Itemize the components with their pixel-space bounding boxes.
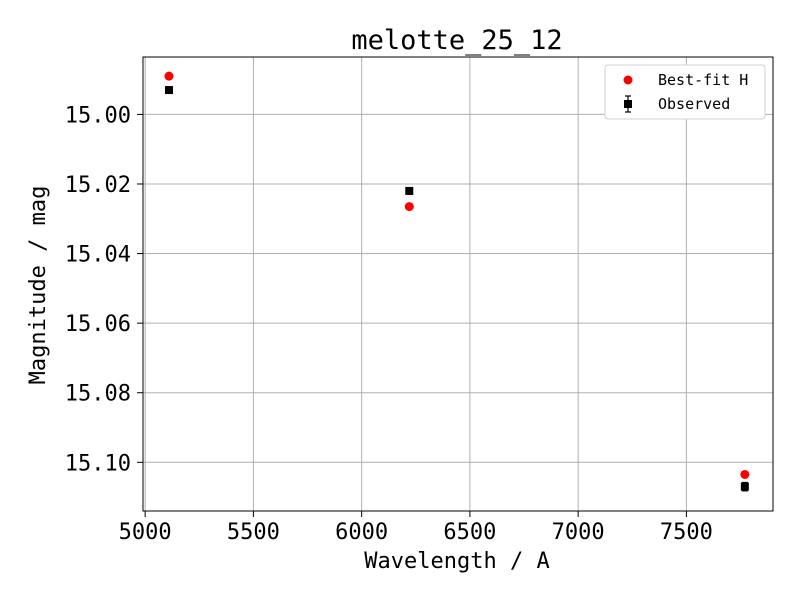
x-tick-label: 7000 xyxy=(552,520,605,545)
y-tick-label: 15.00 xyxy=(65,103,131,128)
legend: Best-fit H Observed xyxy=(604,64,766,120)
x-tick-label: 5500 xyxy=(227,520,280,545)
data-point-observed xyxy=(740,482,749,491)
y-axis-label: Magnitude / mag xyxy=(26,186,51,385)
x-tick-label: 6000 xyxy=(335,520,388,545)
axis-ticks: 5000 5500 6000 6500 7000 7500 15.00 15.02 15.04 1… xyxy=(65,103,713,545)
x-tick-label: 7500 xyxy=(660,520,713,545)
plot-frame xyxy=(142,56,774,512)
data-point-best-fit xyxy=(164,71,174,81)
legend-marker-observed xyxy=(624,100,632,108)
data-point-observed xyxy=(164,86,173,95)
y-tick-label: 15.08 xyxy=(65,382,131,407)
y-tick-label: 15.06 xyxy=(65,312,131,337)
x-axis-label: Wavelength / A xyxy=(364,549,549,574)
data-marks xyxy=(164,71,750,492)
y-tick-label: 15.10 xyxy=(65,451,131,476)
legend-label-observed: Observed xyxy=(658,95,730,113)
x-tick-label: 6500 xyxy=(443,520,496,545)
legend-marker-best-fit xyxy=(623,75,633,85)
data-point-best-fit xyxy=(740,469,750,479)
grid-lines xyxy=(143,57,773,511)
y-tick-label: 15.04 xyxy=(65,243,131,268)
legend-label-best-fit: Best-fit H xyxy=(658,71,748,89)
chart-title: melotte_25_12 xyxy=(351,25,562,56)
x-tick-label: 5000 xyxy=(119,520,172,545)
y-tick-label: 15.02 xyxy=(65,173,131,198)
data-point-observed xyxy=(405,186,414,195)
legend-box xyxy=(604,64,766,120)
data-point-best-fit xyxy=(404,202,414,212)
